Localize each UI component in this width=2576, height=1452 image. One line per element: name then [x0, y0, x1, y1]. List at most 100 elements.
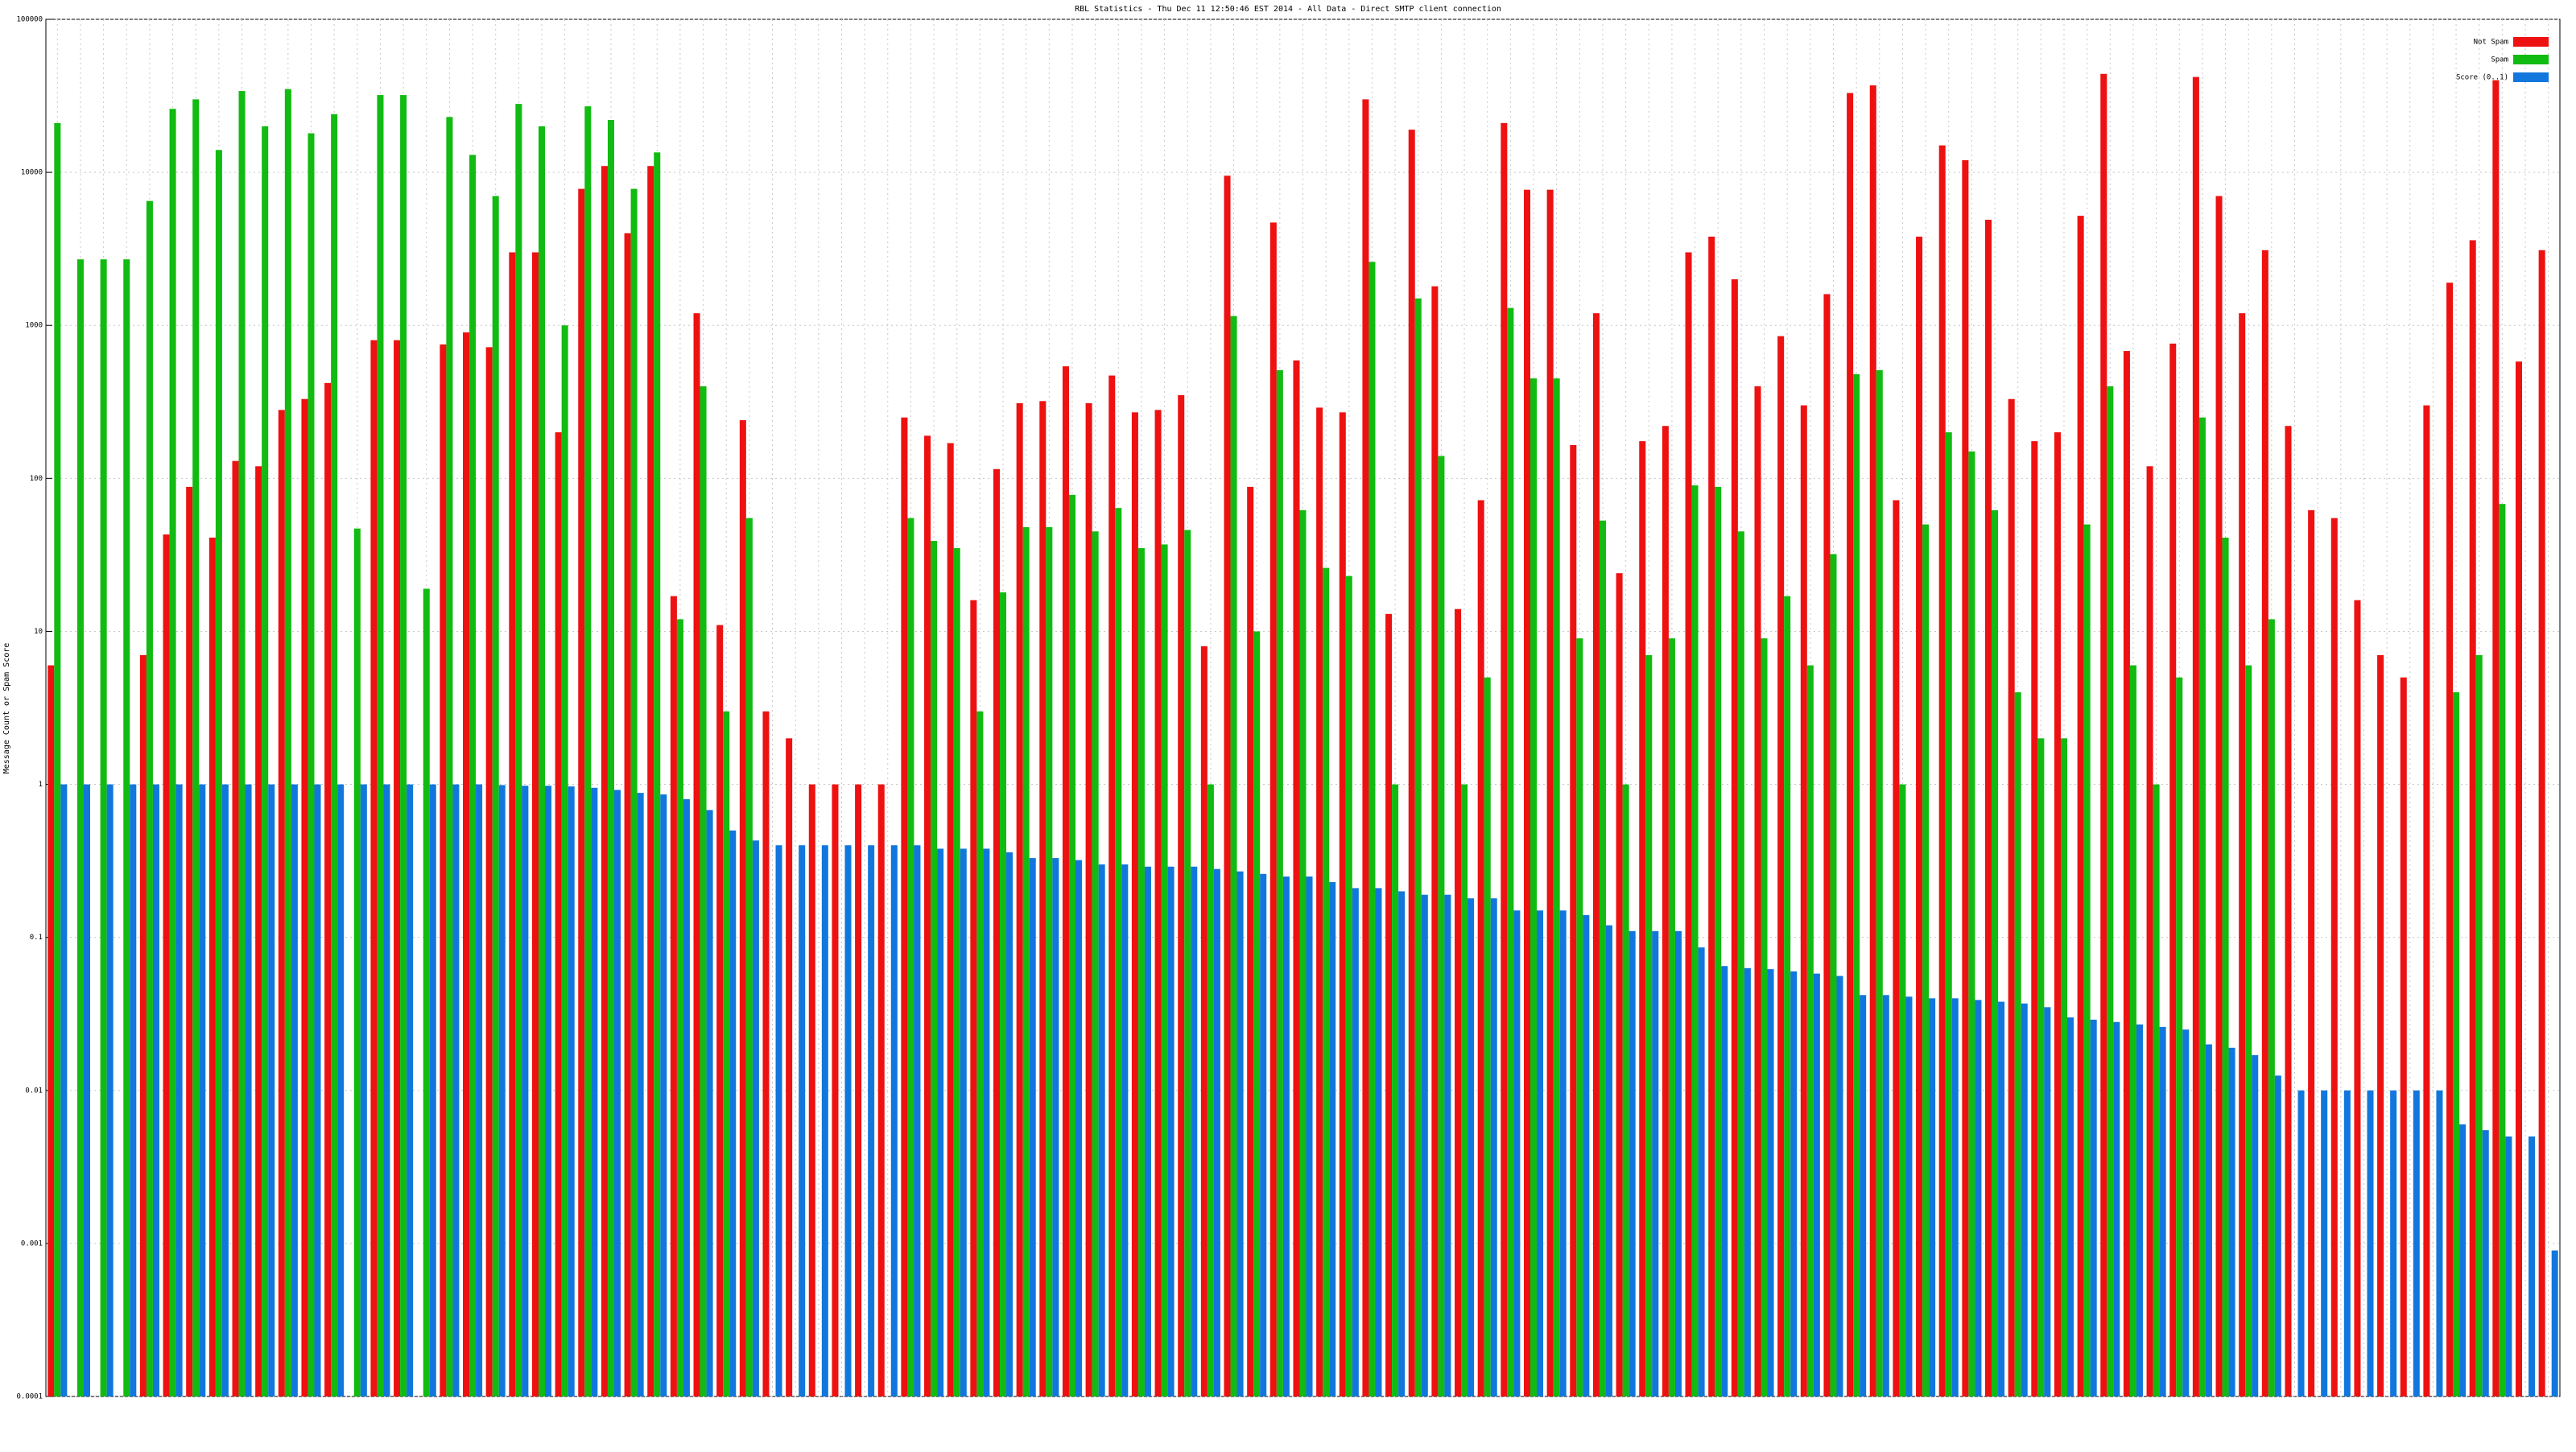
bar — [555, 432, 562, 1396]
bar — [2100, 73, 2107, 1397]
bar — [1316, 407, 1323, 1397]
bar — [855, 784, 862, 1396]
bar — [1715, 486, 1722, 1396]
bar — [192, 99, 200, 1397]
bar — [215, 150, 222, 1396]
bar — [1375, 888, 1382, 1396]
bar — [1075, 860, 1083, 1396]
bar — [169, 109, 176, 1396]
bar — [1293, 360, 1300, 1397]
bar — [832, 784, 839, 1396]
bar — [1191, 866, 1198, 1396]
bar — [1985, 220, 1992, 1396]
y-tick-label: 0.001 — [21, 1240, 43, 1248]
bar — [429, 784, 436, 1396]
bar — [584, 106, 592, 1397]
bar — [1224, 175, 1231, 1397]
y-tick-label: 0.01 — [25, 1087, 43, 1095]
bar — [808, 784, 815, 1396]
bar — [324, 382, 332, 1397]
bar — [2551, 1250, 2558, 1396]
y-axis-label: Message Count or Spam Score — [2, 643, 11, 774]
y-tick-label: 1 — [39, 781, 43, 789]
bar — [2107, 386, 2114, 1397]
bar — [1161, 544, 1168, 1396]
bar — [2169, 343, 2177, 1397]
bar — [232, 460, 239, 1397]
bar — [1352, 888, 1359, 1396]
bar — [601, 166, 608, 1396]
bar — [2354, 600, 2361, 1396]
bar — [683, 798, 690, 1396]
bar — [1306, 877, 1313, 1396]
bar — [716, 625, 724, 1396]
bar — [262, 126, 269, 1396]
bar — [1398, 891, 1406, 1396]
bar — [1975, 1000, 1982, 1396]
bar — [1144, 866, 1151, 1396]
bar — [2492, 80, 2500, 1396]
bar — [1592, 313, 1600, 1397]
bar — [1121, 864, 1129, 1396]
bar — [1385, 613, 1393, 1396]
bar — [278, 410, 285, 1396]
bar — [2067, 1017, 2074, 1396]
bar — [2459, 1124, 2467, 1396]
bar — [2308, 509, 2315, 1396]
bar — [1668, 638, 1675, 1396]
bar — [1570, 444, 1577, 1396]
bar — [2113, 1021, 2120, 1396]
bar — [1253, 631, 1261, 1396]
bar — [255, 466, 262, 1397]
bar — [1431, 286, 1439, 1396]
bar — [1639, 441, 1646, 1396]
bar — [1754, 386, 1761, 1397]
bar — [1721, 966, 1728, 1396]
bar — [1115, 508, 1122, 1396]
bar — [2146, 466, 2153, 1397]
bar — [970, 600, 977, 1396]
bar — [100, 259, 107, 1396]
bar — [1438, 456, 1445, 1397]
bar — [1813, 973, 1820, 1396]
bar — [360, 784, 367, 1396]
bar — [2321, 1090, 2328, 1396]
bar — [1905, 996, 1913, 1396]
bar — [1553, 378, 1560, 1396]
bar — [1029, 858, 1036, 1396]
bar — [1207, 784, 1214, 1396]
bar — [2054, 432, 2061, 1396]
bar — [1276, 369, 1283, 1396]
bar — [2021, 1003, 2028, 1396]
bar — [2129, 665, 2136, 1396]
bar — [1784, 596, 1791, 1396]
bar — [2090, 1019, 2097, 1396]
bar — [1299, 509, 1307, 1396]
bar — [331, 113, 338, 1396]
bar — [1323, 567, 1330, 1396]
bar — [2377, 654, 2384, 1396]
bar — [1876, 369, 1883, 1396]
bar — [1282, 877, 1290, 1396]
bar — [931, 541, 938, 1397]
bar — [1392, 784, 1399, 1396]
bar — [1737, 531, 1744, 1396]
bar — [1513, 910, 1521, 1396]
y-tick-label: 0.0001 — [16, 1393, 43, 1401]
bar — [2413, 1090, 2420, 1396]
bar — [1230, 316, 1237, 1397]
bar — [591, 787, 598, 1396]
bar — [1777, 336, 1785, 1396]
bar — [568, 786, 575, 1396]
bar — [745, 518, 753, 1396]
bar — [2198, 417, 2206, 1396]
bar — [463, 332, 470, 1396]
bar — [993, 468, 1001, 1397]
bar — [1853, 373, 1860, 1397]
bar — [1455, 608, 1462, 1396]
bar — [1269, 222, 1277, 1396]
bar — [2031, 441, 2038, 1396]
bar — [1708, 236, 1715, 1397]
bar — [1468, 898, 1475, 1396]
